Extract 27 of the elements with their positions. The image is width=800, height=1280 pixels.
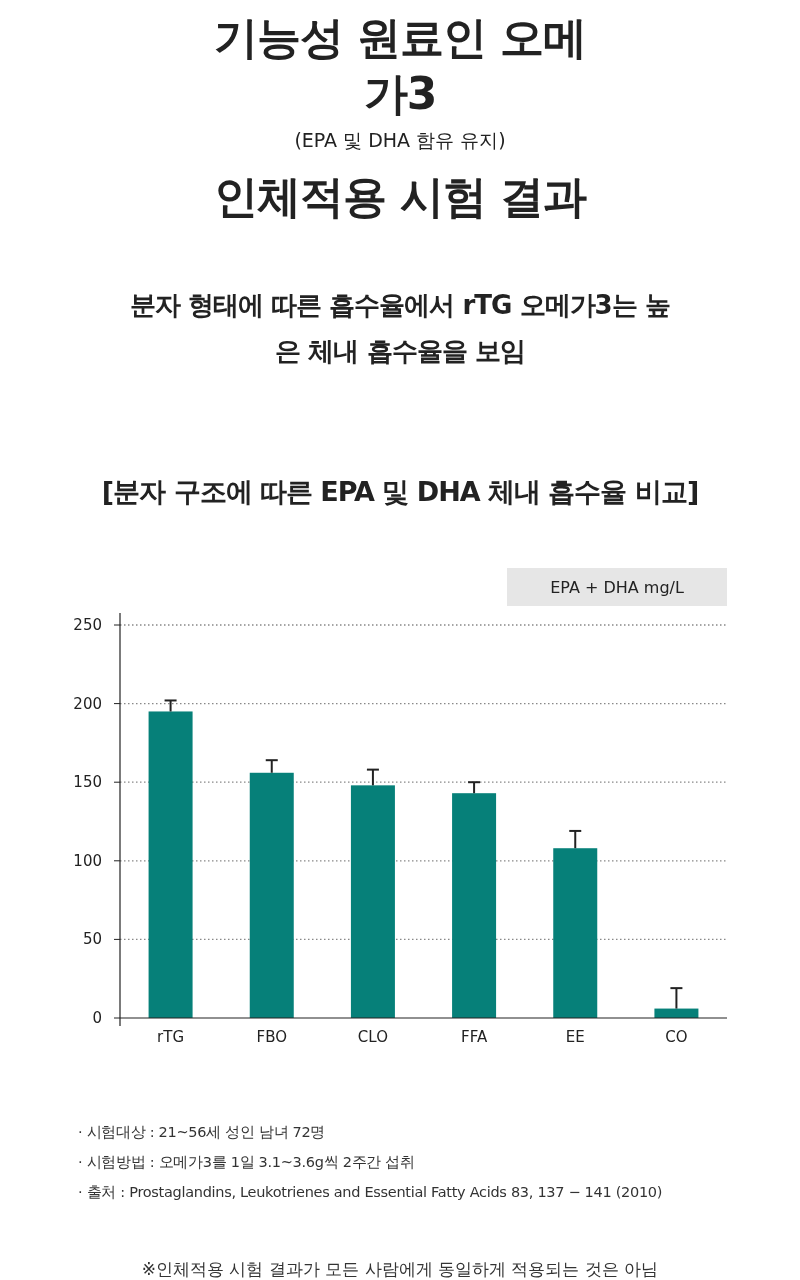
text: [분자 구조에 따른 EPA 및 DHA 체내 흡수율 비교] (100, 475, 700, 509)
bar (148, 711, 193, 1018)
bar (350, 785, 395, 1018)
text: ※인체적용 시험 결과가 모든 사람에게 동일하게 적용되는 것은 아님 (140, 1258, 660, 1280)
text: · 시험방법 : 오메가3를 1일 3.1~3.6g씩 2주간 섭취 (78, 1153, 416, 1172)
y-tick-label: 0 (92, 1009, 102, 1027)
text: · 출처 : Prostaglandins, Leukotrienes and Essential Fatty Acids 83, 137 − 141 (2010) (78, 1183, 664, 1202)
bar (249, 772, 294, 1018)
y-tick-label: 200 (73, 694, 102, 713)
y-tick-label: 150 (73, 773, 102, 792)
x-tick-label: EE (565, 1028, 585, 1046)
x-tick-label: CLO (357, 1028, 388, 1046)
chart-subtitle: 분자 형태에 따른 흡수율에서 rTG 오메가3는 높은 체내 흡수율을 보임 (130, 289, 670, 368)
x-tick-label: FBO (256, 1028, 287, 1046)
bar (452, 793, 497, 1018)
bar (553, 848, 598, 1018)
y-tick-label: 250 (73, 616, 102, 634)
text: 인체적용 시험 결과 (212, 170, 588, 224)
text: (EPA 및 DHA 함유 유지) (293, 128, 507, 153)
x-tick-label: FFA (461, 1028, 488, 1046)
x-tick-label: rTG (157, 1028, 185, 1046)
x-tick-label: CO (665, 1028, 688, 1046)
y-axis-title: EPA + DHA mg/L (550, 578, 684, 597)
text: · 시험대상 : 21~56세 성인 남녀 72명 (78, 1123, 327, 1142)
y-tick-label: 100 (73, 851, 102, 870)
y-tick-label: 50 (82, 930, 102, 949)
chart-title: 기능성 원료인 오메가3 (212, 11, 588, 121)
